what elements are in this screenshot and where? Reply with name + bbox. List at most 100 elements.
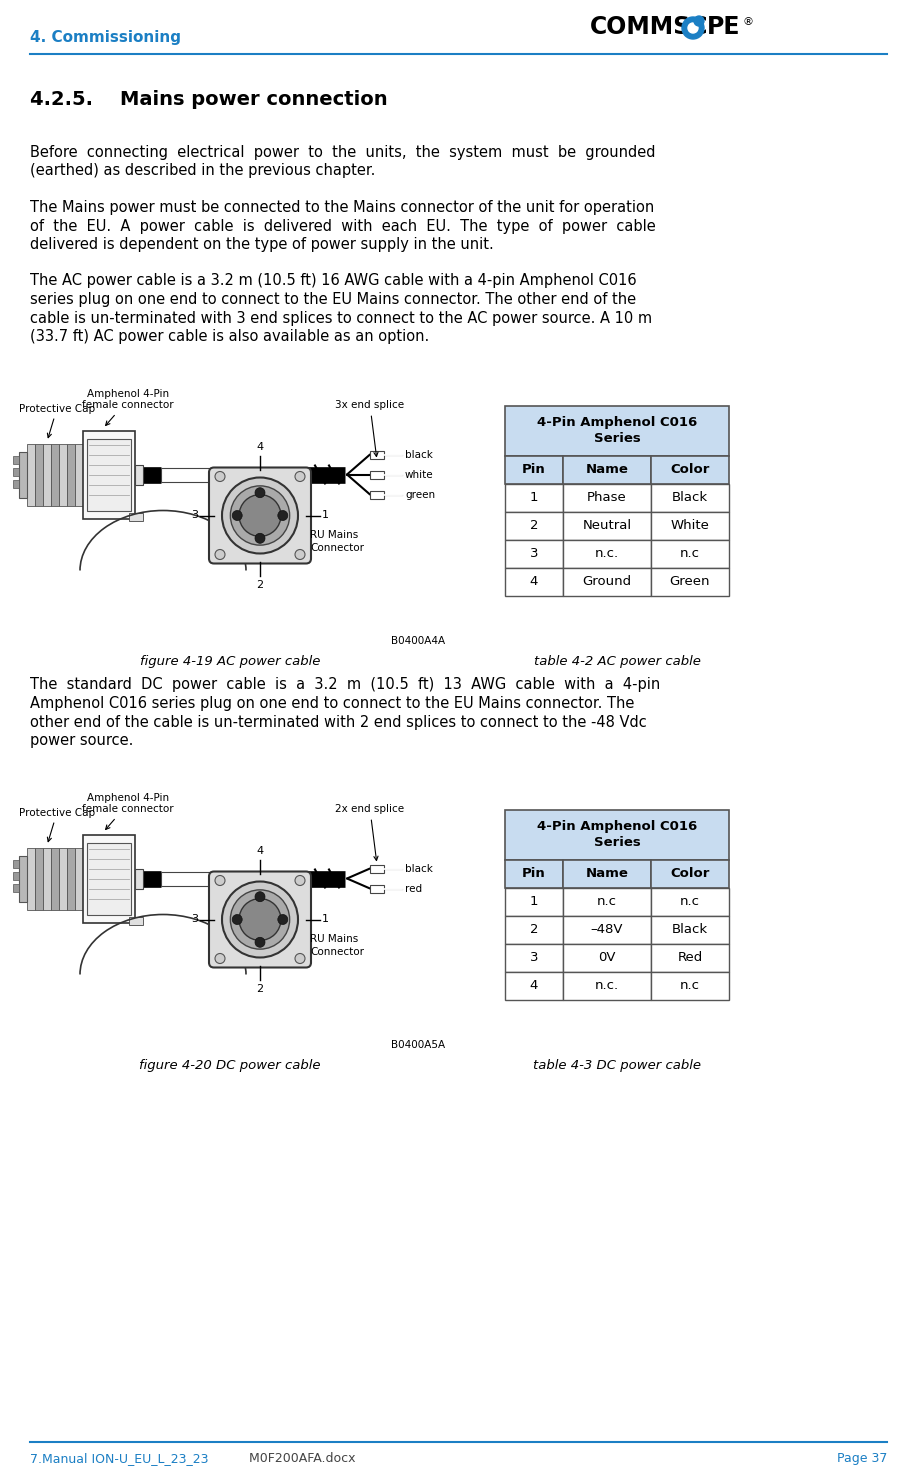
FancyBboxPatch shape: [563, 860, 651, 888]
FancyBboxPatch shape: [505, 944, 563, 972]
FancyBboxPatch shape: [209, 467, 311, 563]
FancyBboxPatch shape: [505, 456, 563, 485]
FancyBboxPatch shape: [563, 456, 651, 485]
Text: black: black: [405, 864, 433, 873]
FancyBboxPatch shape: [563, 888, 651, 916]
Text: n.c.: n.c.: [595, 547, 619, 560]
Bar: [75, 443, 83, 505]
Bar: [129, 513, 143, 520]
Text: series plug on one end to connect to the EU Mains connector. The other end of th: series plug on one end to connect to the…: [30, 292, 636, 307]
Circle shape: [295, 953, 305, 963]
Text: B0400A4A: B0400A4A: [391, 636, 445, 646]
Text: power source.: power source.: [30, 734, 133, 748]
FancyBboxPatch shape: [651, 860, 729, 888]
Text: Name: Name: [586, 464, 628, 476]
Text: 3: 3: [530, 547, 538, 560]
Text: Protective Cap: Protective Cap: [19, 808, 95, 842]
Circle shape: [688, 24, 698, 33]
Bar: [13, 860, 19, 867]
Text: white: white: [405, 470, 434, 480]
Text: 4: 4: [530, 980, 538, 993]
Text: 1: 1: [322, 914, 329, 925]
Text: 4. Commissioning: 4. Commissioning: [30, 30, 181, 44]
FancyBboxPatch shape: [563, 944, 651, 972]
Text: table 4-3 DC power cable: table 4-3 DC power cable: [533, 1060, 701, 1073]
FancyBboxPatch shape: [83, 834, 135, 922]
Bar: [370, 470, 384, 479]
Bar: [135, 464, 143, 485]
FancyBboxPatch shape: [651, 511, 729, 539]
Circle shape: [222, 882, 298, 957]
FancyBboxPatch shape: [505, 406, 729, 456]
Bar: [35, 443, 43, 505]
Text: Name: Name: [586, 867, 628, 880]
Text: Color: Color: [670, 464, 710, 476]
FancyBboxPatch shape: [651, 916, 729, 944]
Circle shape: [255, 534, 265, 544]
Bar: [51, 443, 59, 505]
FancyBboxPatch shape: [505, 888, 563, 916]
FancyBboxPatch shape: [87, 842, 131, 914]
Bar: [135, 868, 143, 889]
Circle shape: [232, 914, 242, 925]
Circle shape: [239, 495, 281, 536]
Bar: [59, 848, 67, 910]
Text: 4: 4: [530, 575, 538, 588]
Text: 1: 1: [530, 895, 538, 908]
Circle shape: [222, 477, 298, 553]
Text: delivered is dependent on the type of power supply in the unit.: delivered is dependent on the type of po…: [30, 237, 493, 252]
Text: Page 37: Page 37: [836, 1452, 887, 1466]
Text: The Mains power must be connected to the Mains connector of the unit for operati: The Mains power must be connected to the…: [30, 200, 654, 215]
Text: n.c.: n.c.: [595, 980, 619, 993]
Circle shape: [278, 914, 288, 925]
Text: Pin: Pin: [522, 867, 546, 880]
Circle shape: [255, 488, 265, 498]
Text: 4.2.5.    Mains power connection: 4.2.5. Mains power connection: [30, 90, 388, 110]
FancyBboxPatch shape: [651, 539, 729, 568]
FancyBboxPatch shape: [651, 485, 729, 511]
Text: 2: 2: [530, 519, 538, 532]
Text: Neutral: Neutral: [582, 519, 632, 532]
Circle shape: [215, 550, 225, 560]
Bar: [27, 848, 35, 910]
FancyBboxPatch shape: [651, 568, 729, 596]
Text: n.c: n.c: [597, 895, 617, 908]
Text: The AC power cable is a 3.2 m (10.5 ft) 16 AWG cable with a 4-pin Amphenol C016: The AC power cable is a 3.2 m (10.5 ft) …: [30, 274, 636, 289]
Text: green: green: [405, 489, 436, 499]
Text: White: White: [670, 519, 710, 532]
Bar: [129, 916, 143, 925]
Text: n.c: n.c: [680, 547, 700, 560]
Text: 3: 3: [191, 914, 198, 925]
Bar: [370, 451, 384, 458]
Text: Ground: Ground: [582, 575, 632, 588]
FancyBboxPatch shape: [87, 439, 131, 510]
Text: RU Mains
Connector: RU Mains Connector: [310, 531, 364, 553]
FancyBboxPatch shape: [505, 485, 563, 511]
FancyBboxPatch shape: [209, 871, 311, 968]
Bar: [13, 480, 19, 488]
FancyBboxPatch shape: [563, 511, 651, 539]
FancyBboxPatch shape: [505, 511, 563, 539]
FancyBboxPatch shape: [505, 860, 563, 888]
Bar: [161, 467, 231, 482]
Text: Black: Black: [672, 492, 708, 504]
Circle shape: [230, 486, 290, 545]
Text: 2x end splice: 2x end splice: [336, 805, 404, 861]
Text: (33.7 ft) AC power cable is also available as an option.: (33.7 ft) AC power cable is also availab…: [30, 329, 429, 344]
Text: 3x end splice: 3x end splice: [336, 400, 404, 456]
Text: 3: 3: [530, 951, 538, 965]
Circle shape: [232, 510, 242, 520]
Text: 1: 1: [322, 510, 329, 520]
FancyBboxPatch shape: [563, 568, 651, 596]
Text: of  the  EU.  A  power  cable  is  delivered  with  each  EU.  The  type  of  po: of the EU. A power cable is delivered wi…: [30, 218, 656, 234]
Bar: [19, 452, 27, 498]
Text: Protective Cap: Protective Cap: [19, 403, 95, 437]
Bar: [161, 871, 231, 886]
Text: cable is un-terminated with 3 end splices to connect to the AC power source. A 1: cable is un-terminated with 3 end splice…: [30, 311, 652, 326]
Text: Pin: Pin: [522, 464, 546, 476]
Text: table 4-2 AC power cable: table 4-2 AC power cable: [534, 655, 701, 668]
Text: B0400A5A: B0400A5A: [391, 1039, 445, 1049]
Text: Green: Green: [669, 575, 711, 588]
Circle shape: [295, 471, 305, 482]
FancyBboxPatch shape: [563, 916, 651, 944]
